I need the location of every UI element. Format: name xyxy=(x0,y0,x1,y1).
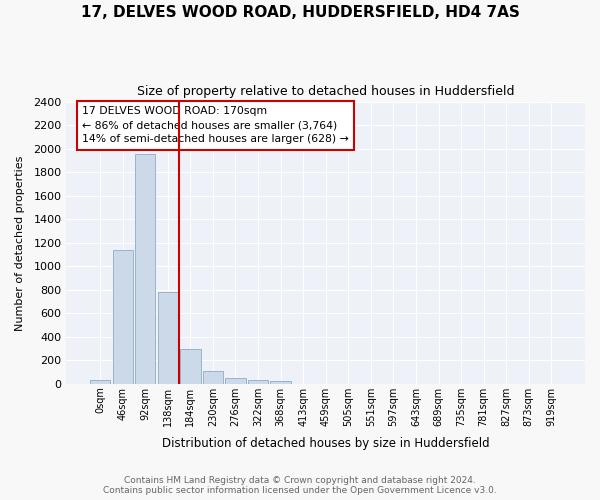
Bar xyxy=(203,372,223,384)
Bar xyxy=(158,292,178,384)
Bar xyxy=(180,348,200,384)
Bar xyxy=(113,250,133,384)
Bar xyxy=(90,380,110,384)
Title: Size of property relative to detached houses in Huddersfield: Size of property relative to detached ho… xyxy=(137,85,514,98)
Y-axis label: Number of detached properties: Number of detached properties xyxy=(15,155,25,330)
Text: 17 DELVES WOOD ROAD: 170sqm
← 86% of detached houses are smaller (3,764)
14% of : 17 DELVES WOOD ROAD: 170sqm ← 86% of det… xyxy=(82,106,349,144)
Bar xyxy=(248,380,268,384)
Bar xyxy=(135,154,155,384)
X-axis label: Distribution of detached houses by size in Huddersfield: Distribution of detached houses by size … xyxy=(162,437,490,450)
Bar xyxy=(271,382,291,384)
Text: 17, DELVES WOOD ROAD, HUDDERSFIELD, HD4 7AS: 17, DELVES WOOD ROAD, HUDDERSFIELD, HD4 … xyxy=(80,5,520,20)
Text: Contains HM Land Registry data © Crown copyright and database right 2024.
Contai: Contains HM Land Registry data © Crown c… xyxy=(103,476,497,495)
Bar xyxy=(226,378,245,384)
